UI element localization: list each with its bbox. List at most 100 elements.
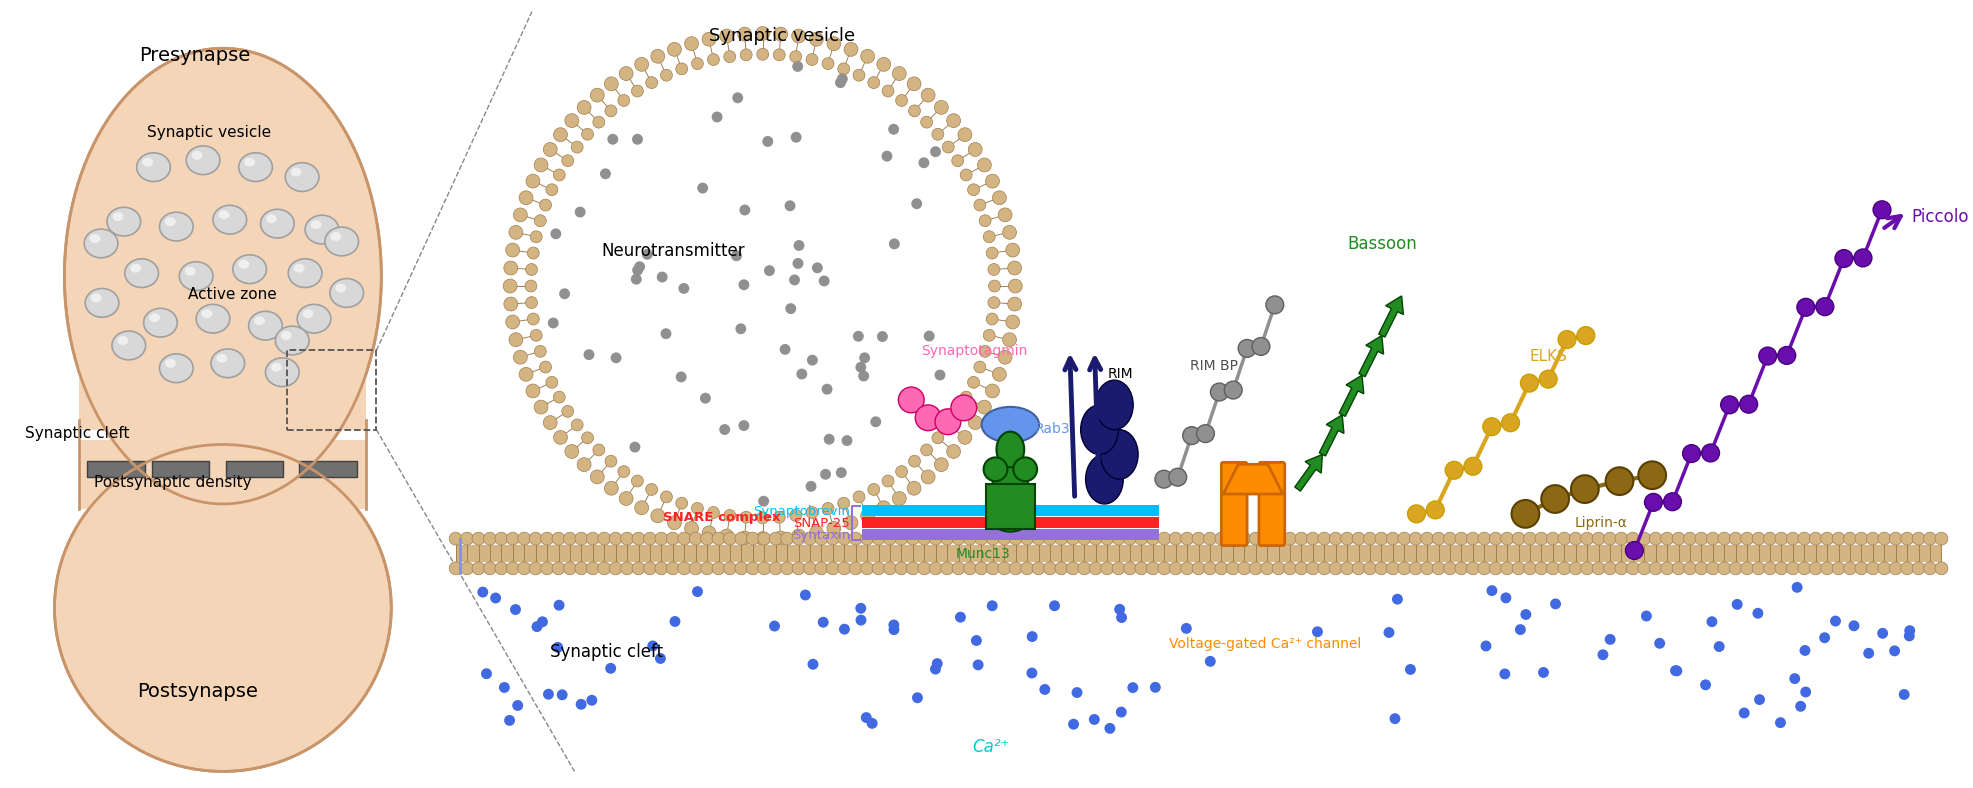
Circle shape: [539, 361, 550, 373]
Circle shape: [929, 532, 941, 545]
Circle shape: [543, 415, 556, 429]
Circle shape: [1799, 686, 1809, 697]
Circle shape: [986, 296, 1000, 309]
Bar: [862, 517, 1158, 528]
Circle shape: [460, 562, 474, 574]
Circle shape: [1596, 649, 1608, 660]
FancyArrow shape: [1357, 336, 1383, 377]
Circle shape: [985, 384, 998, 398]
Circle shape: [805, 481, 817, 492]
Circle shape: [977, 158, 990, 172]
Circle shape: [1831, 532, 1845, 545]
Circle shape: [720, 29, 734, 43]
Ellipse shape: [130, 264, 142, 273]
Circle shape: [1738, 708, 1748, 719]
Circle shape: [852, 331, 864, 342]
Circle shape: [1261, 562, 1273, 574]
Circle shape: [837, 73, 846, 84]
Circle shape: [517, 562, 531, 574]
Ellipse shape: [185, 266, 195, 276]
Circle shape: [892, 492, 906, 505]
Circle shape: [1271, 532, 1284, 545]
Circle shape: [691, 58, 702, 69]
Circle shape: [1809, 532, 1821, 545]
Circle shape: [1501, 414, 1519, 432]
Circle shape: [1225, 532, 1239, 545]
Circle shape: [882, 85, 894, 97]
Circle shape: [620, 67, 633, 80]
Circle shape: [821, 384, 833, 395]
Circle shape: [1002, 333, 1016, 347]
Bar: [300, 461, 357, 478]
Circle shape: [785, 303, 795, 314]
Circle shape: [618, 466, 629, 478]
Circle shape: [525, 263, 537, 276]
Circle shape: [917, 158, 929, 168]
Circle shape: [525, 296, 537, 309]
Circle shape: [1192, 532, 1204, 545]
Circle shape: [858, 352, 870, 363]
Circle shape: [655, 653, 665, 664]
Circle shape: [631, 562, 645, 574]
Circle shape: [1513, 624, 1525, 635]
Circle shape: [969, 415, 983, 429]
Text: Liprin-α: Liprin-α: [1574, 515, 1628, 530]
Circle shape: [840, 435, 852, 446]
Circle shape: [969, 143, 983, 156]
Circle shape: [870, 416, 880, 427]
Circle shape: [669, 616, 681, 627]
Circle shape: [807, 355, 817, 366]
Circle shape: [1752, 562, 1764, 574]
Circle shape: [1786, 562, 1799, 574]
Circle shape: [610, 562, 621, 574]
Circle shape: [1876, 532, 1890, 545]
Circle shape: [535, 215, 547, 227]
Circle shape: [738, 420, 750, 431]
Circle shape: [1728, 532, 1742, 545]
Circle shape: [860, 50, 874, 63]
Circle shape: [1797, 532, 1809, 545]
Circle shape: [908, 481, 921, 495]
Circle shape: [1020, 532, 1034, 545]
Circle shape: [827, 532, 839, 545]
Circle shape: [1786, 532, 1799, 545]
Circle shape: [1405, 664, 1415, 675]
Circle shape: [848, 532, 862, 545]
Circle shape: [1271, 562, 1284, 574]
Circle shape: [712, 532, 724, 545]
Circle shape: [979, 215, 990, 227]
Circle shape: [1123, 562, 1136, 574]
Circle shape: [1545, 532, 1559, 545]
Ellipse shape: [166, 359, 176, 368]
Circle shape: [933, 370, 945, 381]
Circle shape: [1754, 694, 1764, 705]
Circle shape: [1389, 713, 1399, 724]
Circle shape: [835, 467, 846, 478]
Circle shape: [955, 611, 965, 623]
Circle shape: [712, 562, 724, 574]
Circle shape: [1089, 532, 1101, 545]
Circle shape: [1602, 562, 1616, 574]
Circle shape: [1912, 562, 1924, 574]
Circle shape: [773, 531, 787, 545]
Circle shape: [1912, 532, 1924, 545]
Ellipse shape: [107, 207, 140, 236]
Ellipse shape: [302, 310, 314, 318]
Circle shape: [1843, 562, 1855, 574]
Circle shape: [1454, 532, 1468, 545]
Circle shape: [1421, 532, 1432, 545]
Ellipse shape: [1095, 380, 1133, 429]
Circle shape: [1180, 532, 1194, 545]
Circle shape: [610, 532, 621, 545]
Circle shape: [598, 532, 610, 545]
Bar: [225, 461, 284, 478]
Circle shape: [779, 562, 793, 574]
Circle shape: [1044, 562, 1056, 574]
Circle shape: [1799, 645, 1809, 656]
Circle shape: [827, 522, 840, 535]
Circle shape: [1213, 532, 1227, 545]
Circle shape: [791, 29, 805, 43]
Circle shape: [582, 432, 594, 444]
Circle shape: [1681, 444, 1699, 463]
Circle shape: [1071, 687, 1081, 698]
